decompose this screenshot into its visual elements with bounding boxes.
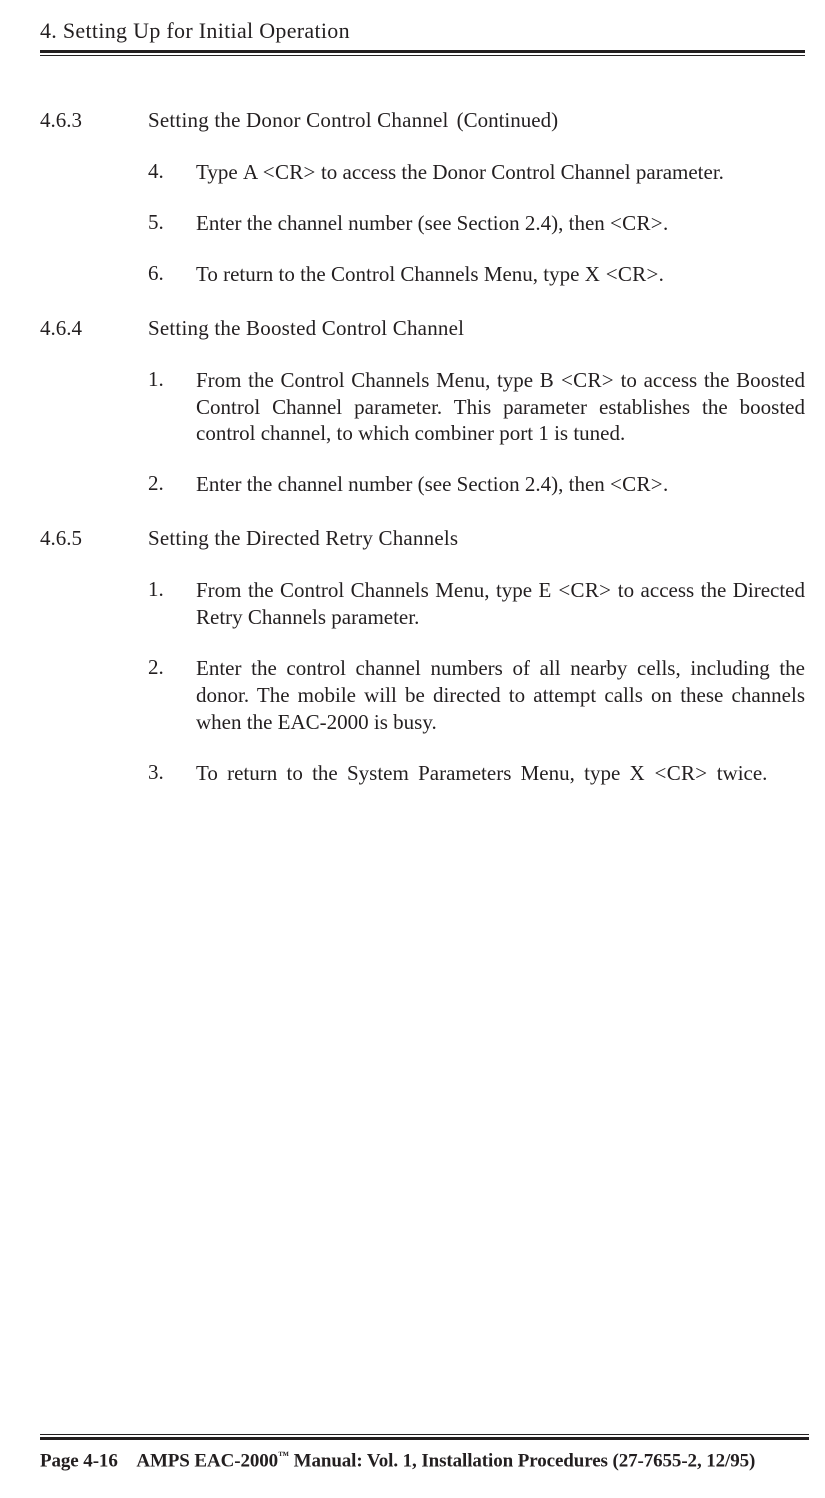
footer-rule-thick — [40, 1437, 809, 1440]
manual-name: AMPS EAC-2000 — [136, 1450, 278, 1471]
keystroke: A <CR> — [243, 160, 316, 184]
step-item: 6. To return to the Control Channels Men… — [148, 261, 805, 288]
section-heading: 4.6.5 Setting the Directed Retry Channel… — [40, 526, 805, 551]
step-text: to access the Donor Control Channel para… — [316, 160, 724, 184]
page-number: Page 4-16 — [40, 1450, 118, 1471]
step-item: 3. To return to the System Parameters Me… — [148, 760, 805, 787]
section-title: Setting the Directed Retry Channels — [148, 526, 458, 551]
continued-label: (Continued) — [457, 108, 558, 133]
step-item: 4. Type A <CR> to access the Donor Contr… — [148, 159, 805, 186]
step-body: From the Control Channels Menu, type E <… — [196, 577, 805, 631]
step-item: 1. From the Control Channels Menu, type … — [148, 367, 805, 448]
step-body: To return to the System Parameters Menu,… — [196, 760, 805, 787]
step-text: Type — [196, 160, 243, 184]
step-number: 5. — [148, 210, 196, 237]
section-number: 4.6.4 — [40, 316, 148, 341]
step-number: 4. — [148, 159, 196, 186]
section-465: 4.6.5 Setting the Directed Retry Channel… — [40, 526, 805, 786]
step-number: 1. — [148, 367, 196, 448]
step-body: To return to the Control Channels Menu, … — [196, 261, 805, 288]
keystroke: X <CR> — [585, 262, 659, 286]
keystroke: X <CR> — [630, 761, 708, 785]
step-number: 2. — [148, 655, 196, 736]
step-body: From the Control Channels Menu, type B <… — [196, 367, 805, 448]
step-body: Type A <CR> to access the Donor Control … — [196, 159, 805, 186]
step-text: Enter the channel number (see Section 2.… — [196, 211, 610, 235]
section-number: 4.6.3 — [40, 108, 148, 133]
step-text: To return to the System Parameters Menu,… — [196, 761, 630, 785]
section-464: 4.6.4 Setting the Boosted Control Channe… — [40, 316, 805, 499]
step-text: To return to the Control Channels Menu, … — [196, 262, 585, 286]
step-text: twice. — [707, 761, 767, 785]
step-item: 5. Enter the channel number (see Section… — [148, 210, 805, 237]
header-rule-thin — [40, 55, 805, 56]
footer-rule-thin — [40, 1434, 809, 1435]
step-text: Enter the channel number (see Section 2.… — [196, 472, 610, 496]
step-text: . — [663, 472, 668, 496]
keystroke: <CR> — [610, 472, 663, 496]
section-number: 4.6.5 — [40, 526, 148, 551]
chapter-header: 4. Setting Up for Initial Operation — [40, 18, 805, 50]
document-page: 4. Setting Up for Initial Operation 4.6.… — [0, 0, 825, 786]
header-rule-thick — [40, 50, 805, 53]
step-text: From the Control Channels Menu, type — [196, 578, 539, 602]
keystroke: B <CR> — [540, 368, 614, 392]
chapter-title: 4. Setting Up for Initial Operation — [40, 18, 350, 43]
section-heading: 4.6.3 Setting the Donor Control Channel … — [40, 108, 805, 133]
step-item: 2. Enter the control channel numbers of … — [148, 655, 805, 736]
step-number: 1. — [148, 577, 196, 631]
step-body: Enter the channel number (see Section 2.… — [196, 210, 805, 237]
keystroke: <CR> — [610, 211, 663, 235]
footer-text: Page 4-16 AMPS EAC-2000™ Manual: Vol. 1,… — [40, 1450, 809, 1472]
step-text: . — [663, 211, 668, 235]
step-number: 6. — [148, 261, 196, 288]
step-body: Enter the control channel numbers of all… — [196, 655, 805, 736]
step-list: 1. From the Control Channels Menu, type … — [40, 577, 805, 786]
step-text: . — [659, 262, 664, 286]
step-item: 1. From the Control Channels Menu, type … — [148, 577, 805, 631]
section-heading: 4.6.4 Setting the Boosted Control Channe… — [40, 316, 805, 341]
step-list: 1. From the Control Channels Menu, type … — [40, 367, 805, 499]
section-title: Setting the Donor Control Channel — [148, 108, 449, 133]
section-title: Setting the Boosted Control Channel — [148, 316, 464, 341]
page-footer: Page 4-16 AMPS EAC-2000™ Manual: Vol. 1,… — [40, 1434, 809, 1472]
trademark-symbol: ™ — [278, 1450, 289, 1462]
step-text: From the Control Channels Menu, type — [196, 368, 540, 392]
step-list: 4. Type A <CR> to access the Donor Contr… — [40, 159, 805, 288]
keystroke: E <CR> — [539, 578, 612, 602]
section-463: 4.6.3 Setting the Donor Control Channel … — [40, 108, 805, 288]
step-item: 2. Enter the channel number (see Section… — [148, 471, 805, 498]
manual-tail: Manual: Vol. 1, Installation Procedures … — [289, 1450, 755, 1471]
step-body: Enter the channel number (see Section 2.… — [196, 471, 805, 498]
step-number: 2. — [148, 471, 196, 498]
step-number: 3. — [148, 760, 196, 787]
